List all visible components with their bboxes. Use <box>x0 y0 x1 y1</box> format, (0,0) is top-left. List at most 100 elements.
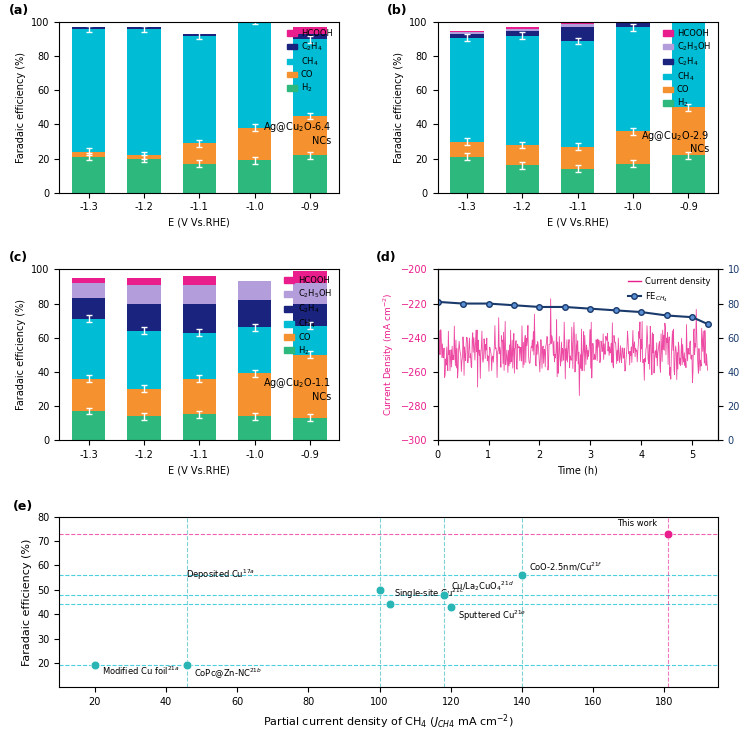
Bar <box>294 304 327 326</box>
Text: (b): (b) <box>387 4 408 17</box>
Bar <box>505 145 539 166</box>
Bar <box>561 168 594 193</box>
Bar <box>294 283 327 304</box>
Text: Single-site Cu$^{21c}$: Single-site Cu$^{21c}$ <box>394 587 464 601</box>
FE$_{CH4}$ <box>688 313 697 321</box>
Bar <box>238 282 272 300</box>
FE$_{CH4}$ <box>459 299 468 308</box>
Bar <box>616 18 650 27</box>
Bar <box>294 418 327 440</box>
Y-axis label: Faradaic efficiency (%): Faradaic efficiency (%) <box>394 52 404 163</box>
Point <box>662 528 674 539</box>
Legend: HCOOH, C$_2$H$_5$OH, C$_2$H$_4$, CH$_4$, CO, H$_2$: HCOOH, C$_2$H$_5$OH, C$_2$H$_4$, CH$_4$,… <box>660 27 713 112</box>
Bar <box>183 415 216 440</box>
Bar <box>127 278 161 285</box>
Y-axis label: Faradaic efficiency (%): Faradaic efficiency (%) <box>21 538 32 666</box>
Point <box>438 589 450 601</box>
Text: This work: This work <box>617 520 657 528</box>
Point <box>516 569 528 581</box>
Bar <box>238 21 272 128</box>
Bar <box>238 327 272 373</box>
FE$_{CH4}$ <box>586 304 595 313</box>
Current density <box>562 356 571 365</box>
Point <box>445 601 457 613</box>
Bar <box>294 326 327 355</box>
FE$_{CH4}$ <box>484 299 493 308</box>
Bar <box>183 35 216 143</box>
Bar <box>561 41 594 146</box>
Bar <box>127 331 161 389</box>
Bar <box>561 27 594 41</box>
Bar <box>672 155 705 193</box>
Bar <box>450 33 483 34</box>
FE$_{CH4}$ <box>535 302 544 311</box>
Bar <box>127 27 161 29</box>
Bar <box>672 1 705 5</box>
Current density <box>656 362 665 371</box>
Text: (a): (a) <box>9 4 29 17</box>
Bar <box>294 116 327 155</box>
Bar <box>238 300 272 327</box>
Bar <box>672 5 705 12</box>
FE$_{CH4}$ <box>611 306 620 315</box>
FE$_{CH4}$ <box>662 311 671 320</box>
Bar <box>294 271 327 283</box>
Text: Cu/La$_2$CuO$_4$$^{21d}$: Cu/La$_2$CuO$_4$$^{21d}$ <box>451 579 514 593</box>
Line: Current density: Current density <box>437 299 707 395</box>
FE$_{CH4}$ <box>510 301 519 310</box>
Bar <box>127 389 161 416</box>
Bar <box>450 142 483 157</box>
X-axis label: Time (h): Time (h) <box>557 466 598 475</box>
Bar <box>72 378 105 411</box>
Bar <box>561 21 594 24</box>
Bar <box>505 29 539 31</box>
FE$_{CH4}$ <box>703 319 712 328</box>
Current density <box>698 335 707 344</box>
Bar <box>72 299 105 319</box>
Point <box>384 599 396 610</box>
Bar <box>294 355 327 418</box>
Bar <box>294 27 327 34</box>
Text: (e): (e) <box>13 500 33 513</box>
Bar <box>505 31 539 35</box>
Bar <box>72 151 105 157</box>
Current density <box>703 366 712 375</box>
Text: Ag@Cu$_2$O-1.1
NCs: Ag@Cu$_2$O-1.1 NCs <box>263 376 331 401</box>
Bar <box>672 0 705 1</box>
Text: Deposited Cu$^{17a}$: Deposited Cu$^{17a}$ <box>186 568 255 582</box>
Bar <box>72 411 105 440</box>
Bar <box>238 128 272 160</box>
Bar <box>127 29 161 155</box>
Bar <box>183 143 216 164</box>
Current density <box>564 349 573 358</box>
Legend: HCOOH, C$_2$H$_5$OH, C$_2$H$_4$, CH$_4$, CO, H$_2$: HCOOH, C$_2$H$_5$OH, C$_2$H$_4$, CH$_4$,… <box>282 273 335 359</box>
Bar <box>616 27 650 132</box>
Bar <box>127 159 161 193</box>
X-axis label: E (V Vs.RHE): E (V Vs.RHE) <box>547 218 608 228</box>
Bar <box>72 283 105 299</box>
Point <box>89 659 101 671</box>
Bar <box>294 34 327 39</box>
Y-axis label: Faradaic efficiency (%): Faradaic efficiency (%) <box>16 52 26 163</box>
Current density <box>546 294 555 303</box>
Bar <box>450 157 483 193</box>
Bar <box>561 146 594 168</box>
X-axis label: Partial current density of CH$_4$ ($J_{CH4}$ mA cm$^{-2}$): Partial current density of CH$_4$ ($J_{C… <box>263 712 514 731</box>
FE$_{CH4}$ <box>433 297 442 306</box>
Bar <box>72 319 105 378</box>
Bar <box>616 12 650 16</box>
Point <box>181 659 193 671</box>
Bar <box>238 16 272 17</box>
Bar <box>238 160 272 193</box>
Point <box>374 584 386 596</box>
Bar <box>616 164 650 193</box>
Bar <box>450 38 483 142</box>
Bar <box>183 333 216 378</box>
Bar <box>505 35 539 145</box>
Bar <box>183 34 216 35</box>
Text: CoO-2.5nm/Cu$^{21f}$: CoO-2.5nm/Cu$^{21f}$ <box>529 560 603 573</box>
Y-axis label: Faradaic efficiency (%): Faradaic efficiency (%) <box>16 299 26 410</box>
Text: Ag@Cu$_2$O-6.4
NCs: Ag@Cu$_2$O-6.4 NCs <box>263 120 331 146</box>
Bar <box>505 166 539 193</box>
Bar <box>183 304 216 333</box>
